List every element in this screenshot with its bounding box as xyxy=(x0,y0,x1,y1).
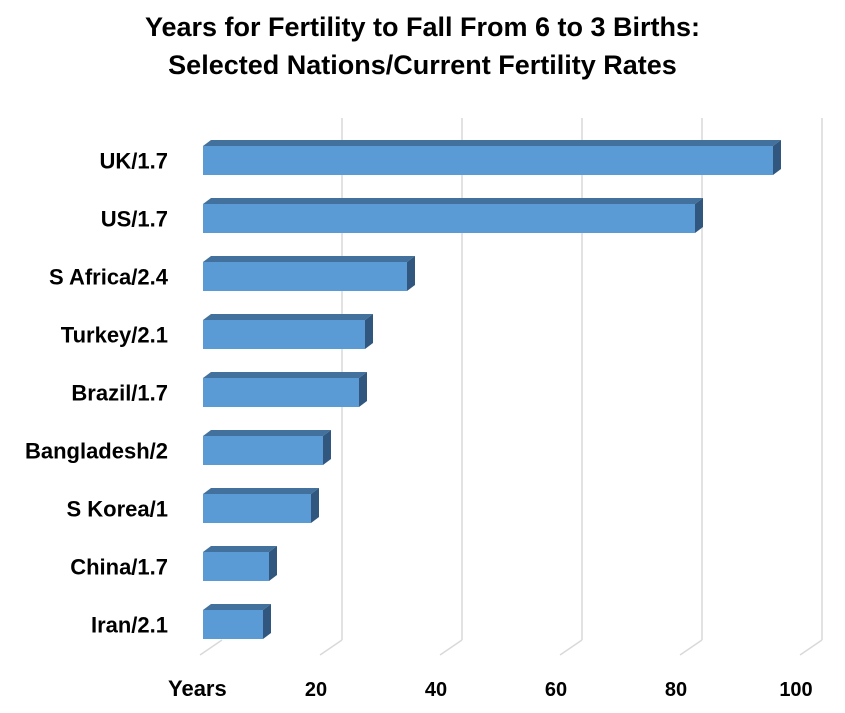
category-label: S Africa/2.4 xyxy=(49,265,169,290)
bar-top-face xyxy=(203,256,415,262)
bar-front-face xyxy=(203,262,407,291)
category-labels: UK/1.7 US/1.7 S Africa/2.4 Turkey/2.1 Brazil… xyxy=(25,149,169,638)
x-tick-label: 20 xyxy=(305,679,327,701)
bar xyxy=(203,546,277,581)
bar-side-face xyxy=(695,198,703,233)
category-label: Brazil/1.7 xyxy=(71,381,168,406)
bar-side-face xyxy=(365,314,373,349)
bar-side-face xyxy=(323,430,331,465)
bar-side-face xyxy=(311,488,319,523)
bar-side-face xyxy=(773,140,781,175)
bar-side-face xyxy=(407,256,415,291)
bar-top-face xyxy=(203,604,271,610)
bar-top-face xyxy=(203,488,319,494)
bar xyxy=(203,140,781,175)
bars xyxy=(203,140,781,639)
bar-front-face xyxy=(203,204,695,233)
bar xyxy=(203,314,373,349)
bar xyxy=(203,604,271,639)
category-label: Bangladesh/2 xyxy=(25,439,168,464)
bar xyxy=(203,430,331,465)
bar-front-face xyxy=(203,494,311,523)
bar-side-face xyxy=(269,546,277,581)
gridline-floor xyxy=(799,639,823,656)
bar xyxy=(203,198,703,233)
gridline-floor xyxy=(319,639,343,656)
chart-title: Years for Fertility to Fall From 6 to 3 … xyxy=(0,8,845,84)
bar-front-face xyxy=(203,610,263,639)
gridline-floor xyxy=(439,639,463,656)
bar-side-face xyxy=(263,604,271,639)
bar-front-face xyxy=(203,320,365,349)
bar-top-face xyxy=(203,430,331,436)
bar-top-face xyxy=(203,546,277,552)
x-axis-label: Years xyxy=(168,676,227,701)
gridline-floor xyxy=(559,639,583,656)
bar-front-face xyxy=(203,378,359,407)
category-label: US/1.7 xyxy=(101,207,168,232)
category-label: UK/1.7 xyxy=(100,149,168,174)
category-label: S Korea/1 xyxy=(67,497,169,522)
bar xyxy=(203,256,415,291)
x-tick-label: 100 xyxy=(779,679,812,701)
bar-front-face xyxy=(203,436,323,465)
bar-side-face xyxy=(359,372,367,407)
chart-title-line-2: Selected Nations/Current Fertility Rates xyxy=(168,50,677,80)
gridline-floor xyxy=(679,639,703,656)
gridline-floor xyxy=(199,639,223,656)
x-tick-label: 60 xyxy=(545,679,567,701)
chart-title-line-1: Years for Fertility to Fall From 6 to 3 … xyxy=(144,12,701,42)
category-label: Iran/2.1 xyxy=(91,613,168,638)
bar xyxy=(203,372,367,407)
x-axis-ticks: 20 40 60 80 100 xyxy=(305,679,813,701)
bar-top-face xyxy=(203,372,367,378)
x-tick-label: 80 xyxy=(665,679,687,701)
category-label: China/1.7 xyxy=(70,555,168,580)
bar-top-face xyxy=(203,140,781,146)
bar xyxy=(203,488,319,523)
category-label: Turkey/2.1 xyxy=(61,323,168,348)
bar-front-face xyxy=(203,146,773,175)
x-tick-label: 40 xyxy=(425,679,447,701)
bar-front-face xyxy=(203,552,269,581)
bar-top-face xyxy=(203,198,703,204)
bar-top-face xyxy=(203,314,373,320)
